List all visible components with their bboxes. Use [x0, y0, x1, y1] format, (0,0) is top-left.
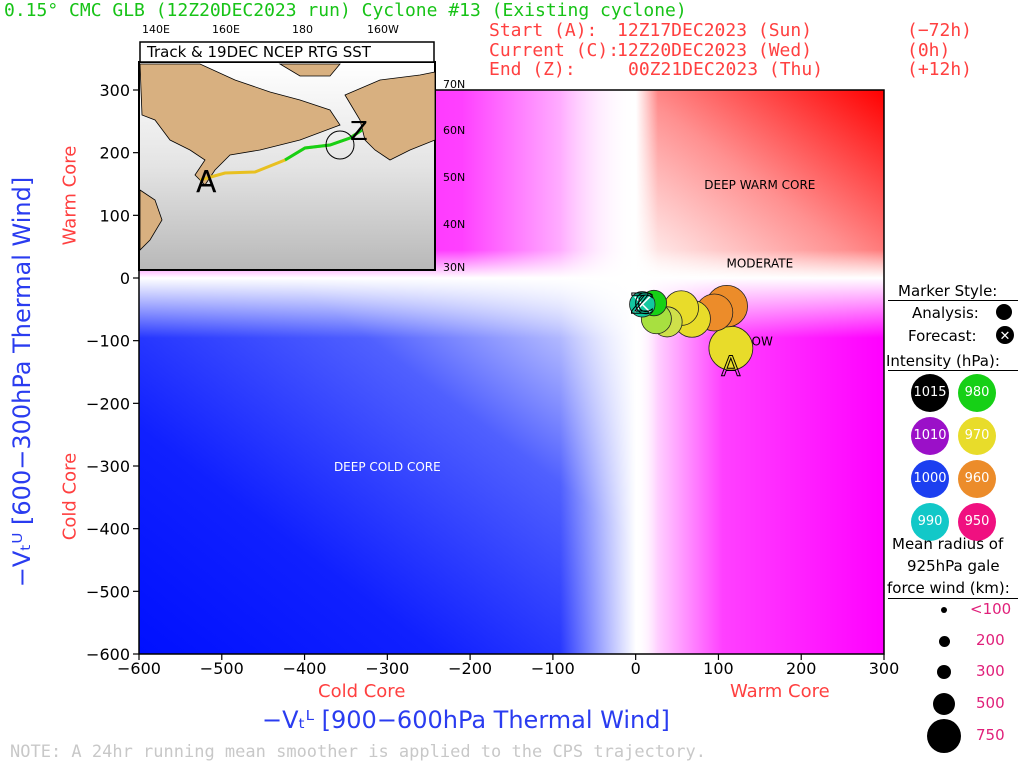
- radius-title-2: 925hPa gale: [907, 557, 1000, 575]
- lat-70n: 70N: [443, 78, 465, 91]
- smoother-note: NOTE: A 24hr running mean smoother is ap…: [10, 742, 706, 762]
- land-alaska: [344, 71, 436, 161]
- start-label: Start (A):: [489, 20, 598, 41]
- y-tick-label: 300: [99, 81, 130, 100]
- lat-40n: 40N: [443, 218, 465, 231]
- end-label: End (Z):: [489, 59, 576, 80]
- forecast-label: Forecast:: [908, 327, 977, 345]
- track-point-label: C: [634, 287, 654, 320]
- chart-title: 0.15° CMC GLB (12Z20DEC2023 run) Cyclone…: [4, 0, 687, 21]
- intensity-swatch: 990: [911, 503, 949, 541]
- land-asia: [139, 63, 341, 186]
- x-tick-label: 0: [631, 659, 641, 678]
- intensity-swatch: 980: [958, 374, 996, 412]
- forecast-cross: [634, 296, 651, 313]
- x-tick-label: −100: [531, 659, 575, 678]
- x-tick-label: 100: [703, 659, 734, 678]
- y-tick-label: −200: [86, 394, 130, 413]
- y-tick-label: −300: [86, 457, 130, 476]
- radius-label: <100: [970, 600, 1012, 618]
- radius-label: 500: [976, 694, 1005, 712]
- y-tick-label: 0: [120, 269, 130, 288]
- region-label: DEEP WARM CORE: [704, 178, 815, 192]
- current-offset: (0h): [907, 40, 951, 61]
- land-japan: [139, 189, 163, 251]
- inset-map: Track & 19DEC NCEP RTG SST A Z 70N 60N 5…: [138, 23, 465, 274]
- analysis-label: Analysis:: [912, 304, 979, 322]
- radius-swatch: [941, 607, 947, 613]
- radius-swatch: [933, 693, 955, 715]
- point-labels: A CZ: [630, 287, 741, 384]
- end-time: 00Z21DEC2023 (Thu): [628, 59, 824, 80]
- lon-160w: 160W: [367, 23, 399, 36]
- start-offset: (−72h): [907, 20, 973, 41]
- x-tick-label: −300: [365, 659, 409, 678]
- y-tick-label: 100: [99, 206, 130, 225]
- x-tick-label: −200: [448, 659, 492, 678]
- track-point-label: Z: [630, 287, 649, 320]
- y-bottom-label: Cold Core: [59, 452, 81, 541]
- radius-swatch: [938, 635, 950, 647]
- track-markers: [629, 285, 754, 371]
- land-arctic: [278, 63, 341, 77]
- y-top-label: Warm Core: [59, 145, 81, 246]
- y-tick-label: −400: [86, 520, 130, 539]
- start-time: 12Z17DEC2023 (Sun): [617, 20, 813, 41]
- intensity-swatch: 1000: [911, 460, 949, 498]
- forecast-marker-icon: ✕: [996, 326, 1014, 344]
- x-tick-label: −600: [117, 659, 161, 678]
- y-tick-label: 200: [99, 144, 130, 163]
- x-tick-label: −400: [283, 659, 327, 678]
- marker-style-title: Marker Style:: [898, 282, 998, 300]
- intensity-swatch: 1015: [911, 374, 949, 412]
- x-axis-title: −Vₜᴸ [900−600hPa Thermal Wind]: [262, 706, 670, 734]
- lat-50n: 50N: [443, 171, 465, 184]
- track-point-label: A: [721, 350, 740, 383]
- intensity-swatch: 960: [958, 460, 996, 498]
- x-right-label: Warm Core: [730, 681, 830, 702]
- y-tick-label: −100: [86, 332, 130, 351]
- region-label: DEEP COLD CORE: [334, 460, 441, 474]
- end-offset: (+12h): [907, 59, 973, 80]
- lon-180: 180: [292, 23, 313, 36]
- radius-title-1: Mean radius of: [892, 535, 1004, 553]
- radius-title-3: force wind (km):: [887, 579, 1010, 597]
- lon-140e: 140E: [142, 23, 170, 36]
- intensity-swatch: 950: [958, 503, 996, 541]
- radius-label: 750: [976, 726, 1005, 744]
- intensity-title: Intensity (hPa):: [886, 352, 1000, 370]
- x-ticks: −600 −500 −400 −300 −200 −100 0 100 200 300: [117, 654, 899, 678]
- x-tick-label: −500: [200, 659, 244, 678]
- inset-start-A: A: [196, 165, 217, 200]
- radius-swatch: [927, 719, 961, 753]
- x-tick-label: 200: [786, 659, 817, 678]
- radius-swatch: [937, 665, 951, 679]
- inset-title: Track & 19DEC NCEP RTG SST: [146, 43, 372, 61]
- x-left-label: Cold Core: [318, 681, 406, 702]
- y-tick-label: −500: [86, 582, 130, 601]
- inset-end-Z: Z: [350, 117, 368, 147]
- plot-frame: [138, 89, 885, 655]
- y-tick-label: −600: [86, 645, 130, 664]
- x-tick-label: 300: [869, 659, 900, 678]
- radius-label: 200: [976, 631, 1005, 649]
- y-ticks: −600 −500 −400 −300 −200 −100 0 100 200 300: [86, 81, 139, 664]
- lat-60n: 60N: [443, 124, 465, 137]
- current-time: 12Z20DEC2023 (Wed): [617, 40, 813, 61]
- region-label: MODERATE: [726, 256, 793, 270]
- lon-160e: 160E: [212, 23, 240, 36]
- lat-30n: 30N: [443, 261, 465, 274]
- intensity-swatch: 1010: [911, 417, 949, 455]
- current-label: Current (C):: [489, 40, 620, 61]
- analysis-marker-icon: [996, 304, 1012, 320]
- radius-label: 300: [976, 662, 1005, 680]
- intensity-swatch: 970: [958, 417, 996, 455]
- y-axis-title: −Vₜᵁ [600−300hPa Thermal Wind]: [8, 176, 36, 588]
